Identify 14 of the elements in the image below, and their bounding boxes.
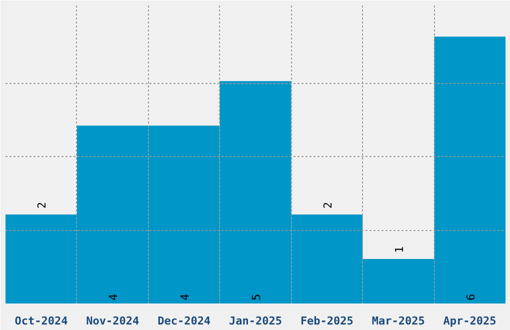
data-label: 5 [250,294,263,301]
x-tick-label: Oct-2024 [14,314,68,328]
x-tick-label: Dec-2024 [158,314,211,328]
data-label: 1 [392,246,406,254]
data-label: 6 [464,294,478,301]
x-tick-label: Feb-2025 [300,314,354,328]
x-tick-label: Apr-2025 [443,314,496,328]
data-label: 4 [107,294,120,301]
data-label: 2 [321,202,334,209]
x-tick-label: Mar-2025 [372,314,425,328]
data-label: 2 [36,202,49,209]
data-label: 4 [178,294,192,301]
x-tick-label: Nov-2024 [86,314,140,328]
x-tick-label: Jan-2025 [229,314,282,328]
